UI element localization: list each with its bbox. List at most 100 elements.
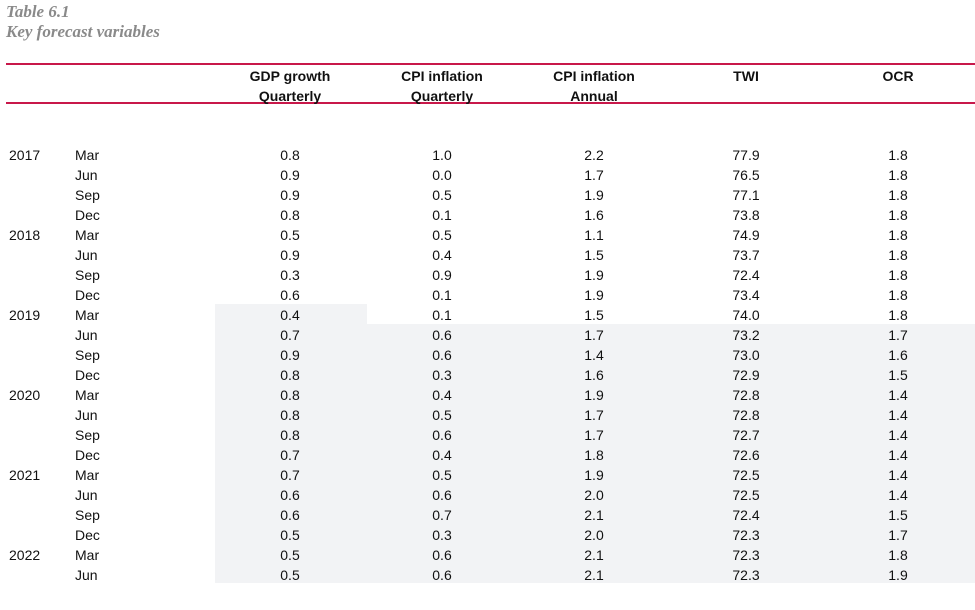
table-cell: 1.1 <box>584 227 604 243</box>
table-cell: 2.0 <box>584 487 604 503</box>
table-cell: 1.9 <box>888 567 908 583</box>
table-cell: 1.5 <box>888 367 908 383</box>
table-cell: 0.6 <box>280 487 300 503</box>
table-cell: 72.4 <box>732 507 760 523</box>
table-cell: 0.7 <box>280 327 300 343</box>
table-row: Jun 0.9 0.4 1.5 73.7 1.8 <box>0 245 975 265</box>
table-cell: 73.4 <box>732 287 760 303</box>
row-month: Mar <box>75 147 100 163</box>
table-cell: 2.1 <box>584 567 604 583</box>
table-cell: 0.8 <box>280 367 300 383</box>
table-cell: 0.4 <box>280 307 300 323</box>
row-month: Jun <box>75 167 98 183</box>
column-header-ocr: OCR <box>882 68 914 84</box>
table-cell: 0.1 <box>432 287 452 303</box>
table-cell: 1.5 <box>584 307 604 323</box>
table-row: Sep 0.6 0.7 2.1 72.4 1.5 <box>0 505 975 525</box>
table-row: Jun 0.7 0.6 1.7 73.2 1.7 <box>0 325 975 345</box>
table-cell: 0.8 <box>280 207 300 223</box>
table-cell: 1.7 <box>584 427 604 443</box>
table-cell: 1.5 <box>584 247 604 263</box>
table-cell: 72.6 <box>732 447 760 463</box>
table-cell: 1.7 <box>888 527 908 543</box>
table-cell: 0.5 <box>280 547 300 563</box>
row-month: Jun <box>75 247 98 263</box>
table-cell: 0.6 <box>280 507 300 523</box>
table-cell: 1.8 <box>888 287 908 303</box>
table-cell: 0.3 <box>280 267 300 283</box>
table-cell: 1.0 <box>432 147 452 163</box>
table-cell: 0.5 <box>432 467 452 483</box>
row-month: Mar <box>75 307 100 323</box>
table-cell: 72.8 <box>732 387 760 403</box>
table-row: Sep 0.3 0.9 1.9 72.4 1.8 <box>0 265 975 285</box>
row-month: Jun <box>75 487 98 503</box>
table-cell: 0.5 <box>432 227 452 243</box>
table-cell: 1.7 <box>584 167 604 183</box>
row-month: Dec <box>75 207 100 223</box>
table-cell: 1.8 <box>584 447 604 463</box>
table-caption: Table 6.1 Key forecast variables <box>6 2 160 42</box>
table-row: Jun 0.8 0.5 1.7 72.8 1.4 <box>0 405 975 425</box>
table-cell: 1.8 <box>888 307 908 323</box>
table-cell: 2.1 <box>584 547 604 563</box>
table-cell: 1.8 <box>888 547 908 563</box>
row-month: Sep <box>75 507 100 523</box>
table-row: 2018 Mar 0.5 0.5 1.1 74.9 1.8 <box>0 225 975 245</box>
table-cell: 2.2 <box>584 147 604 163</box>
table-row: Jun 0.6 0.6 2.0 72.5 1.4 <box>0 485 975 505</box>
row-month: Sep <box>75 187 100 203</box>
table-cell: 0.9 <box>280 167 300 183</box>
table-cell: 0.6 <box>280 287 300 303</box>
table-cell: 1.4 <box>888 447 908 463</box>
table-row: Dec 0.6 0.1 1.9 73.4 1.8 <box>0 285 975 305</box>
table-cell: 72.3 <box>732 527 760 543</box>
table-cell: 1.8 <box>888 187 908 203</box>
table-cell: 0.6 <box>432 327 452 343</box>
table-cell: 0.9 <box>280 187 300 203</box>
table-cell: 0.6 <box>432 347 452 363</box>
table-cell: 0.9 <box>280 347 300 363</box>
table-cell: 0.6 <box>432 427 452 443</box>
table-number: Table 6.1 <box>6 2 70 21</box>
table-cell: 1.8 <box>888 247 908 263</box>
table-row: 2022 Mar 0.5 0.6 2.1 72.3 1.8 <box>0 545 975 565</box>
table-cell: 1.9 <box>584 267 604 283</box>
table-cell: 1.4 <box>584 347 604 363</box>
table-cell: 0.9 <box>432 267 452 283</box>
row-month: Mar <box>75 227 100 243</box>
table-row: Sep 0.9 0.5 1.9 77.1 1.8 <box>0 185 975 205</box>
table-cell: 0.7 <box>280 447 300 463</box>
table-row: Sep 0.8 0.6 1.7 72.7 1.4 <box>0 425 975 445</box>
table-cell: 0.7 <box>432 507 452 523</box>
table-cell: 0.8 <box>280 147 300 163</box>
table-cell: 1.9 <box>584 387 604 403</box>
row-month: Dec <box>75 447 100 463</box>
table-cell: 73.8 <box>732 207 760 223</box>
table-cell: 74.0 <box>732 307 760 323</box>
table-cell: 1.8 <box>888 227 908 243</box>
row-month: Mar <box>75 467 100 483</box>
table-cell: 0.0 <box>432 167 452 183</box>
row-month: Jun <box>75 567 98 583</box>
row-month: Mar <box>75 547 100 563</box>
table-row: Sep 0.9 0.6 1.4 73.0 1.6 <box>0 345 975 365</box>
row-year: 2021 <box>9 467 41 483</box>
table-cell: 0.4 <box>432 447 452 463</box>
table-cell: 74.9 <box>732 227 760 243</box>
table-cell: 0.6 <box>432 487 452 503</box>
table-cell: 0.1 <box>432 307 452 323</box>
table-cell: 72.7 <box>732 427 760 443</box>
table-row: Dec 0.5 0.3 2.0 72.3 1.7 <box>0 525 975 545</box>
header-top-rule <box>6 63 975 65</box>
row-year: 2022 <box>9 547 41 563</box>
table-cell: 1.7 <box>584 407 604 423</box>
table-cell: 1.5 <box>888 507 908 523</box>
table-cell: 0.1 <box>432 207 452 223</box>
table-cell: 0.5 <box>432 407 452 423</box>
row-month: Sep <box>75 427 100 443</box>
table-cell: 1.8 <box>888 207 908 223</box>
table-cell: 1.9 <box>584 467 604 483</box>
table-cell: 72.5 <box>732 487 760 503</box>
table-row: 2019 Mar 0.4 0.1 1.5 74.0 1.8 <box>0 305 975 325</box>
